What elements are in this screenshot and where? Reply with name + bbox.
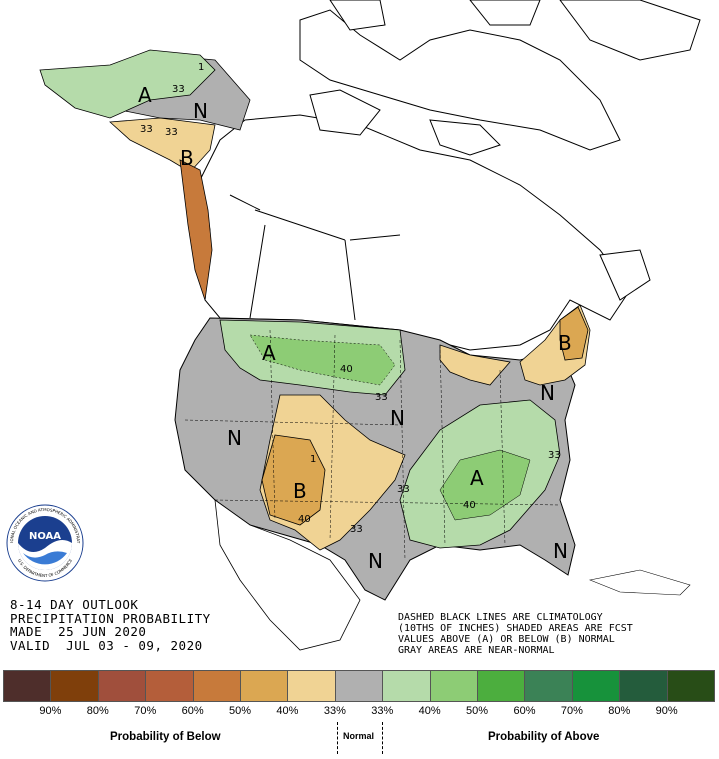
legend-swatch	[97, 670, 147, 702]
label-b-alaska: B	[180, 146, 194, 170]
caption-normal: Normal	[343, 731, 375, 741]
alaska-green	[39, 49, 216, 119]
contour-33-ak2: 33	[140, 124, 153, 135]
label-a-north: A	[262, 341, 276, 365]
great-lakes-tan	[439, 344, 511, 386]
legend-tick-label: 60%	[513, 705, 536, 717]
legend-swatch	[240, 670, 289, 702]
label-b-southwest: B	[293, 479, 307, 503]
alaska-tan	[109, 117, 216, 173]
alaska-region	[39, 49, 251, 301]
legend-tick-label: 40%	[418, 705, 441, 717]
legend-swatch	[571, 670, 621, 702]
mexico-outline	[214, 499, 361, 651]
contour-40-se: 40	[463, 500, 476, 511]
label-n-texas: N	[368, 549, 383, 573]
canada-outline	[199, 0, 701, 351]
normal-divider-right	[382, 722, 383, 754]
legend-swatch	[477, 670, 526, 702]
title-made: MADE 25 JUN 2020	[10, 624, 147, 639]
label-n-florida: N	[553, 539, 568, 563]
legend-tick-label: 80%	[86, 705, 109, 717]
contour-33-ak3: 33	[165, 127, 178, 138]
state-lines	[184, 329, 561, 561]
north-green-dark	[249, 334, 396, 386]
southeast-green-dark	[439, 449, 531, 521]
title-block: 8-14 DAY OUTLOOK PRECIPITATION PROBABILI…	[10, 598, 211, 652]
contour-33-east: 33	[548, 450, 561, 461]
legend-swatch	[524, 670, 573, 702]
title-valid: VALID JUL 03 - 09, 2020	[10, 637, 203, 653]
caption-above: Probability of Above	[488, 731, 600, 743]
label-n-west: N	[227, 426, 242, 450]
normal-divider-left	[337, 722, 338, 754]
legend-tick-label: 60%	[181, 705, 204, 717]
noaa-logo: NOAA NATIONAL OCEANIC AND ATMOSPHERIC AD…	[5, 503, 84, 582]
contour-1-alaska: 1	[198, 62, 204, 73]
label-b-northeast: B	[558, 331, 572, 355]
legend-tick-label: 70%	[134, 705, 157, 717]
legend-tick-label: 70%	[560, 705, 583, 717]
contour-33-mid: 33	[397, 484, 410, 495]
northeast-brown	[559, 306, 589, 361]
caribbean-outline	[588, 569, 691, 596]
legend-swatch	[619, 670, 668, 702]
contour-40-dakota: 40	[340, 364, 353, 375]
noaa-logo-text: NOAA	[29, 531, 61, 542]
contour-1-sw: 1	[310, 454, 316, 465]
legend-swatch	[145, 670, 194, 702]
outlook-map: A N B A N B N N B A N N 33 33 33 1 40 33…	[39, 0, 701, 651]
legend-tick-label: 33%	[323, 705, 346, 717]
legend-swatch	[287, 670, 336, 702]
label-a-alaska: A	[138, 83, 152, 107]
label-n-central: N	[390, 406, 405, 430]
legend-swatch	[192, 670, 242, 702]
legend-tick-label: 90%	[39, 705, 62, 717]
legend-tick-labels: 90% 80% 70% 60% 50% 40% 33% 33% 40% 50% 60% 70% 80% 9…	[3, 705, 714, 717]
legend-swatch	[429, 670, 479, 702]
contour-33-plains: 33	[375, 392, 388, 403]
southwest-brown	[261, 434, 326, 526]
caption-below: Probability of Below	[110, 731, 221, 743]
legend-swatch	[382, 670, 431, 702]
legend-tick-label: 33%	[371, 705, 394, 717]
legend-color-bar	[3, 670, 716, 702]
note-line: GRAY AREAS ARE NEAR-NORMAL	[398, 645, 555, 656]
legend-tick-label: 90%	[655, 705, 678, 717]
note-line: VALUES ABOVE (A) OR BELOW (B) NORMAL	[398, 634, 615, 645]
note-line: (10THS OF INCHES) SHADED AREAS ARE FCST	[398, 623, 633, 634]
legend-swatch	[50, 670, 99, 702]
legend-tick-label: 80%	[608, 705, 631, 717]
legend-swatch	[3, 670, 52, 702]
note-line: DASHED BLACK LINES ARE CLIMATOLOGY	[398, 612, 603, 623]
notes-block: DASHED BLACK LINES ARE CLIMATOLOGY (10TH…	[398, 612, 633, 656]
contour-33-ak1: 33	[172, 84, 185, 95]
legend-tick-label: 40%	[276, 705, 299, 717]
label-a-southeast: A	[470, 466, 484, 490]
legend-swatch	[334, 670, 384, 702]
title-line2: PRECIPITATION PROBABILITY	[10, 610, 211, 626]
legend-tick-label: 50%	[466, 705, 489, 717]
contour-33-texas: 33	[350, 524, 363, 535]
label-n-northeast: N	[540, 381, 555, 405]
label-n-alaska: N	[193, 99, 208, 123]
legend-swatch	[666, 670, 716, 702]
contour-40-sw: 40	[298, 514, 311, 525]
alaska-panhandle	[179, 159, 213, 301]
title-line1: 8-14 DAY OUTLOOK	[10, 597, 139, 612]
legend-tick-label: 50%	[229, 705, 252, 717]
